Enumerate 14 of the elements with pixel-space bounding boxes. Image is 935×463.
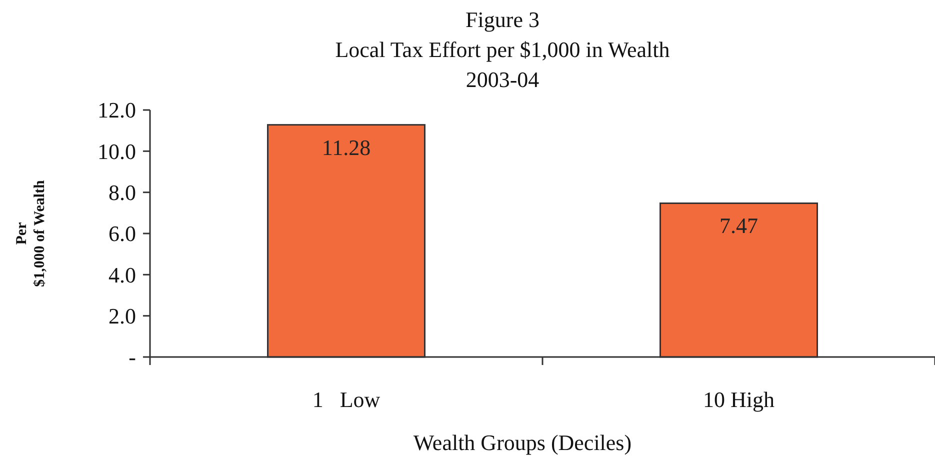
y-axis-title: Per $1,000 of Wealth — [14, 179, 48, 287]
y-tick-label: 12.0 — [98, 98, 136, 123]
data-label: 11.28 — [322, 134, 371, 160]
chart-title: Figure 3 Local Tax Effort per $1,000 in Wealth 2003-04 — [335, 7, 670, 92]
x-tick-label: 1 Low — [312, 387, 380, 412]
y-tick-label: 4.0 — [108, 262, 136, 288]
x-axis-title: Wealth Groups (Deciles) — [413, 430, 632, 455]
y-tick-label: 6.0 — [108, 221, 136, 246]
data-label: 7.47 — [720, 213, 758, 238]
x-tick-label: 10 High — [703, 387, 774, 412]
y-tick-label: 8.0 — [108, 180, 136, 206]
y-tick-label: - — [128, 344, 136, 370]
y-tick-label: 10.0 — [98, 138, 136, 164]
y-tick-label: 2.0 — [108, 304, 136, 329]
